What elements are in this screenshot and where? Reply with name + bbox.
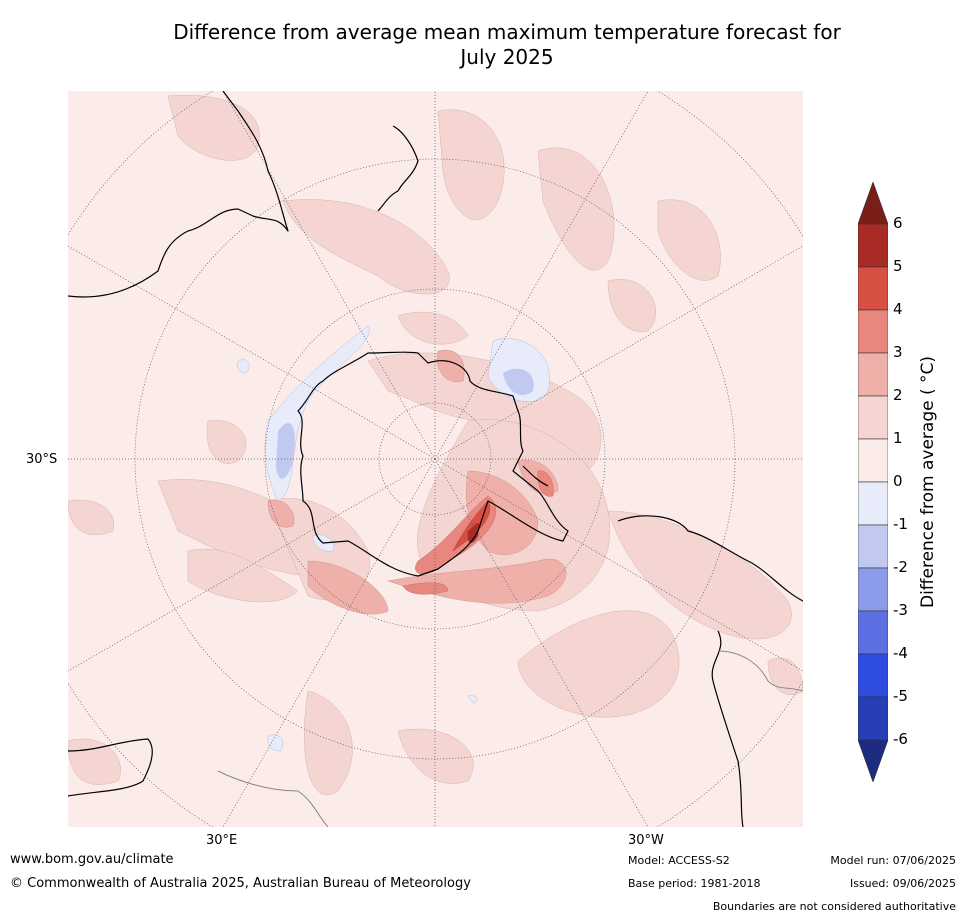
lon-label-30w: 30°W	[628, 833, 664, 848]
africa-coastline	[68, 738, 153, 797]
footer-model-run: Model run: 07/06/2025	[830, 854, 956, 867]
colorbar-tick-label: 4	[893, 300, 903, 318]
lat-label-30s: 30°S	[26, 452, 58, 467]
australia-coastline	[68, 91, 289, 298]
colorbar	[857, 181, 889, 783]
colorbar-tick-label: 5	[893, 257, 903, 275]
graticule	[68, 91, 803, 827]
colorbar-segment	[857, 266, 889, 311]
colorbar-tick-label: 3	[893, 343, 903, 361]
footer-issued: Issued: 09/06/2025	[849, 877, 956, 890]
colorbar-tick-label: -1	[893, 515, 908, 533]
colorbar-segment	[857, 223, 889, 268]
title-line-2: July 2025	[460, 45, 554, 69]
anomaly-5-6-regions	[467, 522, 480, 543]
colorbar-segment	[857, 610, 889, 655]
colorbar-tick-label: 1	[893, 429, 903, 447]
colorbar-segment	[857, 395, 889, 440]
coastlines	[68, 91, 803, 827]
colorbar-extend-min	[857, 739, 889, 783]
colorbar-tick-label: -2	[893, 558, 908, 576]
colorbar-tick-label: -3	[893, 601, 908, 619]
south-america-coastline	[617, 515, 803, 602]
colorbar-tick-label: -5	[893, 687, 908, 705]
colorbar-segment	[857, 352, 889, 397]
lon-label-30e: 30°E	[206, 833, 238, 848]
colorbar-tick-label: 6	[893, 214, 903, 232]
colorbar-tick-label: 0	[893, 472, 903, 490]
chart-title: Difference from average mean maximum tem…	[0, 20, 965, 70]
colorbar-segment	[857, 567, 889, 612]
footer-disclaimer: Boundaries are not considered authoritat…	[712, 900, 956, 913]
colorbar-tick-label: 2	[893, 386, 903, 404]
colorbar-segment	[857, 696, 889, 741]
title-line-1: Difference from average mean maximum tem…	[173, 20, 841, 44]
forecast-map[interactable]	[68, 91, 803, 827]
colorbar-segment	[857, 481, 889, 526]
colorbar-tick-label: -4	[893, 644, 908, 662]
colorbar-segment	[857, 309, 889, 354]
map-svg	[68, 91, 803, 827]
colorbar-tick-label: -6	[893, 730, 908, 748]
footer-base-period: Base period: 1981-2018	[628, 877, 761, 890]
anomaly-minus2-1-regions	[276, 368, 534, 479]
new-zealand-coastline	[377, 125, 419, 212]
footer-model: Model: ACCESS-S2	[628, 854, 730, 867]
colorbar-segment	[857, 524, 889, 569]
colorbar-segment	[857, 438, 889, 483]
footer-copyright: © Commonwealth of Australia 2025, Austra…	[10, 876, 471, 891]
colorbar-segment	[857, 653, 889, 698]
colorbar-label: Difference from average ( °C)	[918, 355, 938, 609]
country-borders	[217, 650, 803, 827]
colorbar-svg	[857, 181, 889, 783]
footer-website[interactable]: www.bom.gov.au/climate	[10, 852, 174, 867]
antarctica-coastline	[297, 351, 569, 577]
colorbar-extend-max	[857, 181, 889, 225]
